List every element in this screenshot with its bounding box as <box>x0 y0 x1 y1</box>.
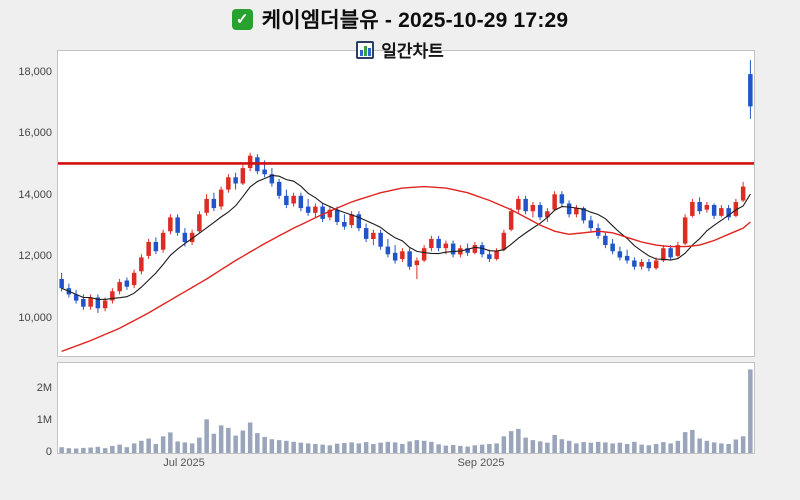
volume-tick-label: 0 <box>45 446 52 458</box>
date-tick-label: Sep 2025 <box>457 457 505 469</box>
price-tick-label: 12,000 <box>18 250 52 262</box>
price-pane <box>57 50 755 357</box>
price-tick-label: 18,000 <box>18 66 52 78</box>
chart-subtitle: 일간차트 <box>381 42 444 61</box>
volume-tick-label: 1M <box>36 414 52 426</box>
bar-chart-icon <box>356 40 375 59</box>
chart-header: ✓ 케이엠더블유 - 2025-10-29 17:29 일간차트 <box>0 4 800 62</box>
volume-tick-label: 2M <box>36 382 52 394</box>
price-tick-label: 10,000 <box>18 312 52 324</box>
chart-title-row: ✓ 케이엠더블유 - 2025-10-29 17:29 <box>0 4 800 34</box>
volume-pane <box>57 362 755 454</box>
chart-subtitle-row: 일간차트 <box>0 37 800 62</box>
price-tick-label: 16,000 <box>18 127 52 139</box>
chart-title: 케이엠더블유 - 2025-10-29 17:29 <box>261 9 569 32</box>
volume-svg <box>59 369 753 453</box>
candlestick-svg <box>58 60 754 353</box>
green-check-icon: ✓ <box>231 8 253 30</box>
price-tick-label: 14,000 <box>18 189 52 201</box>
date-tick-label: Jul 2025 <box>163 457 205 469</box>
